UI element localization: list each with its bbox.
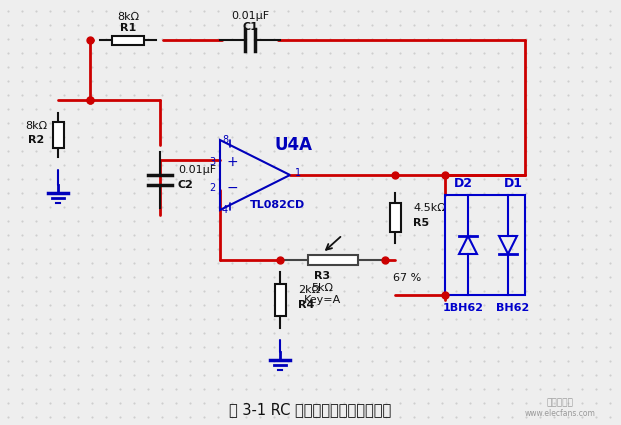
Text: 4: 4 [222,205,228,215]
Text: 3: 3 [209,157,215,167]
Text: BH62: BH62 [496,303,530,313]
Text: Key=A: Key=A [304,295,341,305]
Text: C2: C2 [178,180,194,190]
Text: 8: 8 [222,135,228,145]
Text: 图 3-1 RC 文氏桥式振荡电路原理图: 图 3-1 RC 文氏桥式振荡电路原理图 [229,402,391,417]
Text: R3: R3 [314,271,330,281]
Bar [274,284,286,316]
Text: +: + [226,155,238,169]
Text: 电子发烧友: 电子发烧友 [546,399,573,408]
Text: 0.01μF: 0.01μF [231,11,269,21]
Text: D2: D2 [453,176,473,190]
Text: www.elecfans.com: www.elecfans.com [525,408,596,417]
Text: 8kΩ: 8kΩ [117,12,139,22]
Text: 2kΩ: 2kΩ [298,285,320,295]
Text: R1: R1 [120,23,136,33]
Text: 1BH62: 1BH62 [443,303,484,313]
Bar [389,202,401,232]
Text: 8kΩ: 8kΩ [25,121,47,131]
Text: −: − [226,181,238,195]
Text: 67 %: 67 % [393,273,421,283]
Text: 4.5kΩ: 4.5kΩ [413,202,446,212]
Text: TL082CD: TL082CD [250,200,306,210]
Bar [307,255,358,265]
Bar [112,36,144,45]
Text: 0.01μF: 0.01μF [178,165,216,175]
Text: R4: R4 [298,300,314,310]
Text: R2: R2 [28,135,44,145]
Bar [53,122,63,148]
Text: C1: C1 [242,22,258,32]
Text: 2: 2 [209,183,215,193]
Text: U4A: U4A [275,136,313,154]
Bar [445,195,525,295]
Text: 1: 1 [295,168,301,178]
Text: 5kΩ: 5kΩ [312,283,333,293]
Text: D1: D1 [504,176,522,190]
Text: R5: R5 [413,218,429,227]
